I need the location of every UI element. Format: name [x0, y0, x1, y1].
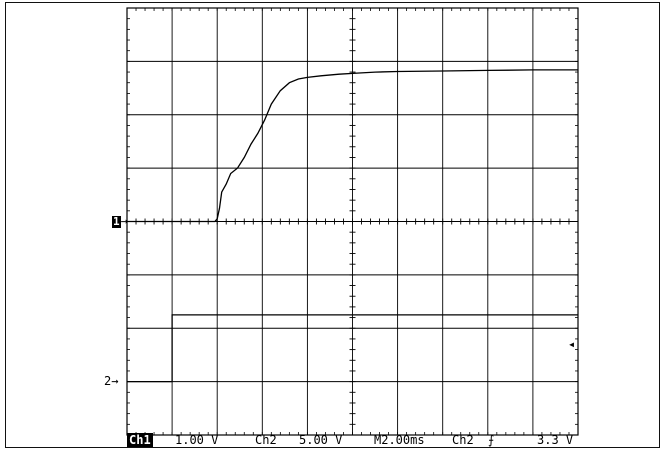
trigger-level-marker: ◂ [568, 337, 575, 351]
timebase: M2.00ms [374, 433, 425, 447]
ch1-marker-arrow: → [121, 214, 128, 228]
ch1-volts-per-div: 1.00 V [175, 433, 218, 447]
ch1-label: Ch1 [127, 433, 153, 447]
ch2-ground-marker: 2→ [104, 374, 118, 388]
ch2-volts-per-div: 5.00 V [299, 433, 342, 447]
ch1-ground-marker: 1→ [112, 214, 128, 228]
trigger-source: Ch2 [452, 433, 474, 447]
ch1-marker-label: 1 [112, 216, 121, 228]
trigger-slope-icon: ⨍ [488, 433, 494, 447]
trigger-level: 3.3 V [537, 433, 573, 447]
ch2-label: Ch2 [255, 433, 277, 447]
